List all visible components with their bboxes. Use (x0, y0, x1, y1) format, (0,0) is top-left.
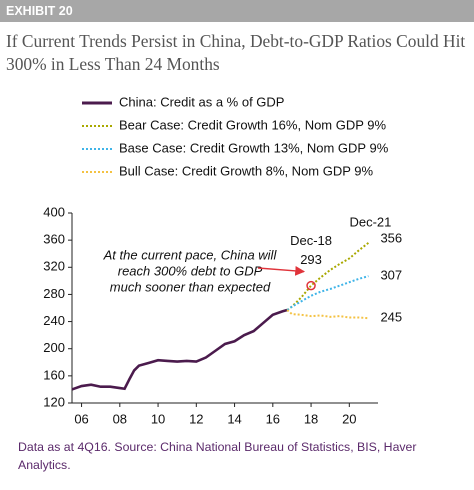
y-tick-label: 280 (43, 286, 65, 301)
x-tick-label: 06 (74, 411, 88, 426)
chart: 120 160 200 240 280 320 360 400 06 08 10 12 14 16 18 20… (43, 94, 402, 426)
value-label: 245 (380, 310, 402, 325)
annotation: Dec-21 (349, 214, 391, 229)
footnote: Data as at 4Q16. Source: China National … (18, 440, 417, 472)
highlight-point (306, 280, 316, 291)
annotation: Dec-18 (290, 233, 332, 248)
annotation: At the current pace, China will (103, 247, 278, 262)
x-tick-label: 18 (304, 411, 318, 426)
y-tick-label: 200 (43, 340, 65, 355)
value-label: 356 (380, 230, 402, 245)
legend-label: Bear Case: Credit Growth 16%, Nom GDP 9% (119, 117, 387, 132)
x-tick-label: 20 (342, 411, 356, 426)
chart-title: If Current Trends Persist in China, Debt… (6, 31, 466, 74)
y-tick-label: 320 (43, 259, 65, 274)
annotation: reach 300% debt to GDP (118, 263, 263, 278)
y-tick-label: 160 (43, 367, 65, 382)
exhibit-label: EXHIBIT 20 (0, 0, 474, 22)
y-tick-label: 120 (43, 394, 65, 409)
annotation: much sooner than expected (110, 279, 271, 294)
y-tick-label: 400 (43, 204, 65, 219)
value-label: 307 (380, 268, 402, 283)
y-tick-label: 360 (43, 232, 65, 247)
value-label: 293 (300, 252, 322, 267)
annotation-arrow (257, 266, 306, 276)
series-line (71, 308, 288, 391)
y-tick-label: 240 (43, 313, 65, 328)
legend-label: China: Credit as a % of GDP (119, 94, 284, 109)
legend-label: Bull Case: Credit Growth 8%, Nom GDP 9% (119, 163, 374, 178)
legend-label: Base Case: Credit Growth 13%, Nom GDP 9% (119, 140, 389, 155)
x-tick-label: 16 (266, 411, 280, 426)
series-line (286, 309, 369, 320)
x-tick-label: 08 (113, 411, 127, 426)
x-tick-label: 10 (151, 411, 165, 426)
x-tick-label: 14 (227, 411, 241, 426)
x-tick-label: 12 (189, 411, 203, 426)
series-line (286, 242, 370, 311)
series-line (286, 275, 369, 311)
